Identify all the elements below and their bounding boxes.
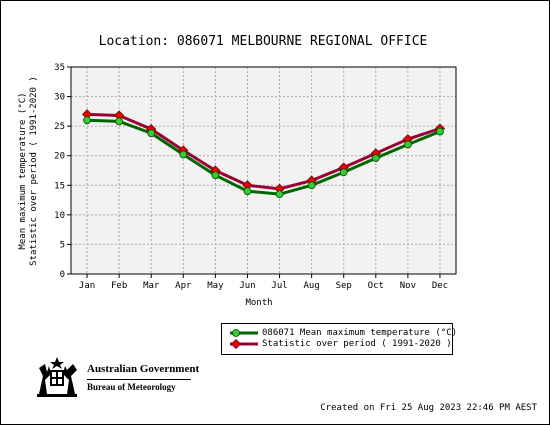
series-0-point bbox=[115, 117, 124, 126]
series-0-point bbox=[403, 140, 412, 149]
legend-entry-station-mean: 086071 Mean maximum temperature (°C) bbox=[262, 328, 458, 338]
bom-logo: Australian Government Bureau of Meteorol… bbox=[29, 354, 199, 399]
x-tick-label: Dec bbox=[432, 281, 448, 291]
australian-government-label: Australian Government bbox=[87, 363, 200, 375]
series-0-point bbox=[211, 171, 220, 180]
series-line-1 bbox=[86, 112, 441, 191]
legend-markers bbox=[230, 329, 258, 350]
legend-marker-0 bbox=[232, 329, 240, 337]
series-0-point bbox=[147, 129, 156, 138]
series-0-point bbox=[339, 168, 348, 177]
series-0-point bbox=[179, 150, 188, 159]
y-tick-label: 10 bbox=[54, 211, 65, 221]
y-tick-label: 25 bbox=[54, 122, 65, 132]
x-tick-label: Mar bbox=[143, 281, 160, 291]
chart-title: Location: 086071 MELBOURNE REGIONAL OFFI… bbox=[99, 34, 428, 49]
series-0-point bbox=[275, 190, 284, 199]
created-timestamp: Created on Fri 25 Aug 2023 22:46 PM AEST bbox=[320, 403, 537, 413]
x-tick-label: Oct bbox=[368, 281, 384, 291]
plot-frame bbox=[70, 66, 457, 275]
series-0-point bbox=[307, 181, 316, 190]
y-tick-label: 15 bbox=[54, 181, 65, 191]
y-axis-label-line-1: Mean maximum temperature (°C) bbox=[18, 92, 28, 249]
x-tick-label: Nov bbox=[400, 281, 416, 291]
x-tick-label: Sep bbox=[336, 281, 352, 291]
legend: 086071 Mean maximum temperature (°C) Sta… bbox=[221, 323, 457, 355]
y-tick-label: 20 bbox=[54, 152, 65, 162]
series-0-point bbox=[436, 127, 444, 136]
series-0-point bbox=[83, 116, 91, 125]
y-axis-label-line-2: Statistic over period ( 1991-2020 ) bbox=[29, 76, 39, 266]
legend-entry-statistic: Statistic over period ( 1991-2020 ) bbox=[262, 339, 452, 349]
x-tick-label: Jan bbox=[79, 281, 95, 291]
series-0-point bbox=[243, 187, 252, 196]
x-tick-label: Feb bbox=[111, 281, 127, 291]
x-tick-label: Jul bbox=[271, 281, 287, 291]
x-axis-label: Month bbox=[245, 298, 272, 308]
y-tick-label: 0 bbox=[60, 270, 65, 280]
legend-marker-1 bbox=[230, 338, 242, 350]
y-tick-label: 30 bbox=[54, 93, 65, 103]
temperature-chart: Location: 086071 MELBOURNE REGIONAL OFFI… bbox=[18, 34, 457, 308]
logo-divider bbox=[87, 379, 191, 380]
series-0-point bbox=[371, 154, 380, 162]
series-line-0 bbox=[86, 118, 441, 196]
plot-area bbox=[71, 67, 456, 274]
y-tick-label: 5 bbox=[60, 240, 65, 250]
x-tick-label: Apr bbox=[175, 281, 192, 291]
y-tick-label: 35 bbox=[54, 63, 65, 73]
bureau-label: Bureau of Meteorology bbox=[87, 382, 176, 392]
x-tick-label: Aug bbox=[303, 281, 319, 291]
x-tick-label: May bbox=[207, 281, 224, 291]
coat-of-arms-icon bbox=[37, 357, 77, 397]
x-tick-label: Jun bbox=[239, 281, 255, 291]
